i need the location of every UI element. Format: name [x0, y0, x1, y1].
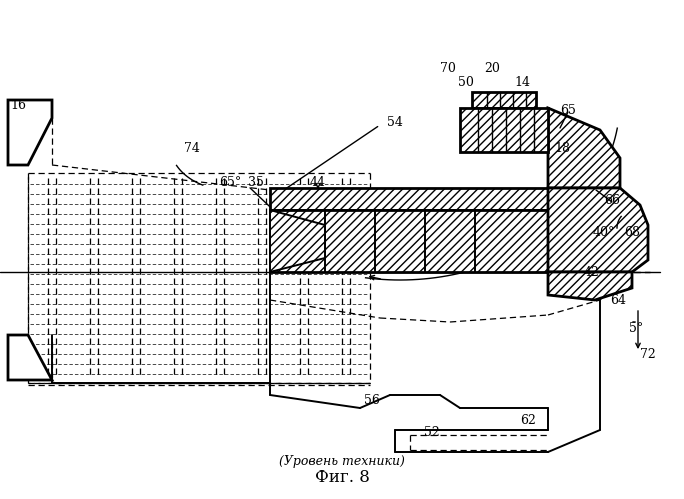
Polygon shape: [548, 108, 620, 188]
Text: 65°: 65°: [219, 176, 241, 189]
Text: 44: 44: [310, 176, 326, 189]
Text: 42: 42: [584, 265, 600, 278]
Text: 62: 62: [520, 414, 536, 427]
Text: 64: 64: [610, 293, 626, 306]
Text: 54: 54: [387, 115, 403, 129]
Polygon shape: [270, 188, 560, 210]
Text: 66: 66: [604, 194, 620, 207]
Text: 72: 72: [640, 348, 656, 361]
Text: 16: 16: [10, 98, 26, 111]
Polygon shape: [472, 92, 536, 108]
Polygon shape: [8, 335, 52, 380]
Text: 14: 14: [514, 75, 530, 88]
Text: Фиг. 8: Фиг. 8: [315, 470, 369, 487]
Polygon shape: [270, 210, 325, 272]
Text: 52: 52: [424, 426, 440, 439]
Polygon shape: [548, 272, 632, 300]
Text: 35: 35: [248, 176, 264, 189]
Text: 70: 70: [440, 61, 456, 74]
Text: 40°: 40°: [593, 226, 615, 239]
Text: 68: 68: [624, 226, 640, 239]
Polygon shape: [270, 210, 548, 272]
Polygon shape: [548, 188, 648, 272]
Text: 65: 65: [560, 103, 576, 116]
Text: (Уровень техники): (Уровень техники): [279, 456, 405, 469]
Text: 5°: 5°: [629, 321, 643, 334]
Polygon shape: [8, 100, 52, 165]
Text: 20: 20: [484, 61, 500, 74]
Polygon shape: [460, 108, 548, 152]
Text: 50: 50: [458, 75, 474, 88]
Text: 56: 56: [364, 394, 380, 407]
Text: 18: 18: [554, 142, 570, 155]
Text: 74: 74: [184, 142, 200, 155]
